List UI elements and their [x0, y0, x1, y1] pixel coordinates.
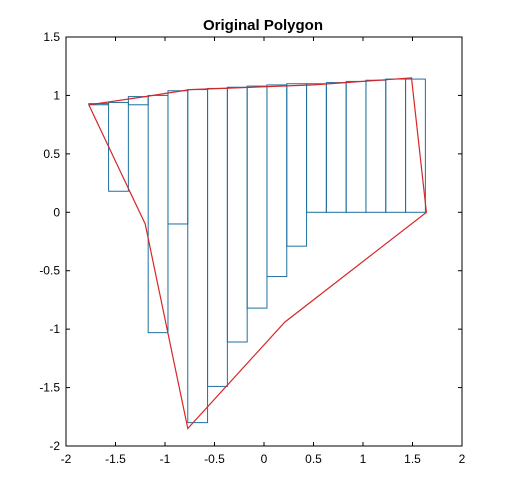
x-tick-label: -1.5: [105, 452, 126, 466]
y-tick-label: -1.5: [39, 381, 60, 395]
bar-8: [226, 86, 248, 343]
bar-6: [187, 89, 209, 424]
bar-11: [286, 83, 308, 247]
y-tick-label: -1: [49, 322, 60, 336]
x-tick-label: -0.5: [204, 452, 225, 466]
bar-15: [365, 79, 387, 213]
bar-12: [306, 83, 327, 213]
y-tick-label: 1: [53, 88, 60, 102]
y-tick-label: 1.5: [43, 30, 60, 44]
bar-2: [108, 101, 129, 192]
x-tick-label: 1.5: [404, 452, 421, 466]
bar-13: [325, 82, 347, 213]
polygon-series: [88, 77, 428, 430]
y-tick-label: 0.5: [43, 147, 60, 161]
bar-5: [167, 90, 189, 225]
y-tick-label: -0.5: [39, 264, 60, 278]
x-tick-label: 0.5: [305, 452, 322, 466]
polygon-outline: [88, 77, 428, 430]
y-axis-ticks: -2 -1.5 -1 -0.5 0 0.5 1 1.5: [39, 30, 462, 453]
y-tick-label: 0: [53, 205, 60, 219]
bar-7: [207, 87, 228, 387]
axes-box: [65, 36, 463, 447]
bar-17: [405, 78, 426, 213]
bar-10: [266, 84, 288, 278]
bar-14: [345, 80, 367, 213]
bars-series: [88, 78, 426, 424]
x-tick-label: 0: [261, 452, 268, 466]
bar-4: [147, 94, 169, 334]
bar-16: [385, 78, 407, 213]
x-axis-ticks: -2 -1.5 -1 -0.5 0 0.5 1 1.5 2: [61, 37, 466, 466]
x-tick-label: -1: [160, 452, 171, 466]
chart-title: Original Polygon: [203, 17, 323, 34]
x-tick-label: 2: [459, 452, 466, 466]
y-tick-label: -2: [49, 439, 60, 453]
x-tick-label: -2: [61, 452, 72, 466]
x-tick-label: 1: [360, 452, 367, 466]
bar-9: [246, 85, 268, 309]
